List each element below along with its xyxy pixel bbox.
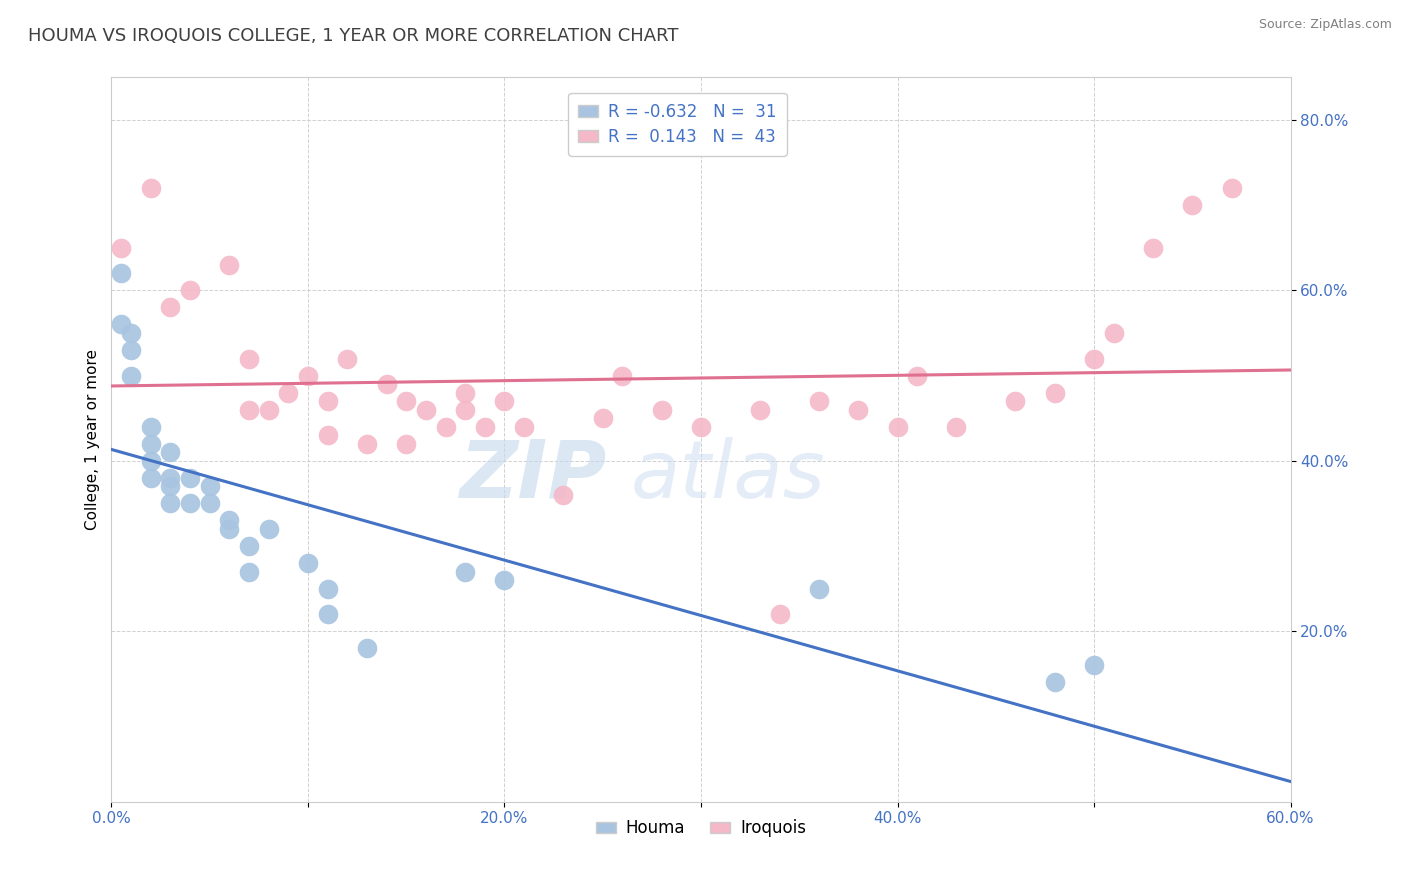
Point — [1220, 181, 1243, 195]
Point — [179, 284, 201, 298]
Point — [139, 419, 162, 434]
Point — [474, 419, 496, 434]
Point — [179, 471, 201, 485]
Point — [1181, 198, 1204, 212]
Point — [238, 402, 260, 417]
Point — [415, 402, 437, 417]
Point — [179, 496, 201, 510]
Point — [1004, 394, 1026, 409]
Point — [297, 368, 319, 383]
Point — [768, 607, 790, 622]
Text: Source: ZipAtlas.com: Source: ZipAtlas.com — [1258, 18, 1392, 31]
Point — [807, 582, 830, 596]
Point — [110, 241, 132, 255]
Point — [494, 394, 516, 409]
Point — [159, 445, 181, 459]
Point — [1043, 385, 1066, 400]
Text: HOUMA VS IROQUOIS COLLEGE, 1 YEAR OR MORE CORRELATION CHART: HOUMA VS IROQUOIS COLLEGE, 1 YEAR OR MOR… — [28, 27, 679, 45]
Point — [159, 479, 181, 493]
Point — [513, 419, 536, 434]
Point — [316, 607, 339, 622]
Point — [454, 402, 477, 417]
Point — [846, 402, 869, 417]
Point — [110, 266, 132, 280]
Point — [198, 479, 221, 493]
Point — [218, 522, 240, 536]
Point — [120, 368, 142, 383]
Point — [316, 394, 339, 409]
Text: atlas: atlas — [630, 437, 825, 515]
Point — [139, 436, 162, 450]
Point — [238, 539, 260, 553]
Point — [905, 368, 928, 383]
Point — [454, 385, 477, 400]
Point — [356, 436, 378, 450]
Point — [218, 513, 240, 527]
Point — [886, 419, 908, 434]
Point — [110, 318, 132, 332]
Point — [375, 377, 398, 392]
Y-axis label: College, 1 year or more: College, 1 year or more — [86, 349, 100, 530]
Point — [257, 402, 280, 417]
Point — [159, 301, 181, 315]
Point — [297, 556, 319, 570]
Point — [434, 419, 457, 434]
Point — [139, 454, 162, 468]
Point — [494, 573, 516, 587]
Point — [1102, 326, 1125, 340]
Point — [139, 471, 162, 485]
Point — [139, 181, 162, 195]
Point — [553, 488, 575, 502]
Point — [238, 351, 260, 366]
Point — [807, 394, 830, 409]
Text: ZIP: ZIP — [460, 437, 606, 515]
Point — [316, 582, 339, 596]
Point — [612, 368, 634, 383]
Point — [1043, 675, 1066, 690]
Point — [395, 394, 418, 409]
Point — [651, 402, 673, 417]
Point — [1142, 241, 1164, 255]
Point — [277, 385, 299, 400]
Point — [945, 419, 967, 434]
Point — [218, 258, 240, 272]
Point — [120, 326, 142, 340]
Point — [238, 565, 260, 579]
Legend: Houma, Iroquois: Houma, Iroquois — [589, 813, 813, 844]
Point — [120, 343, 142, 357]
Point — [690, 419, 713, 434]
Point — [316, 428, 339, 442]
Point — [159, 496, 181, 510]
Point — [356, 641, 378, 656]
Point — [592, 411, 614, 425]
Point — [1083, 658, 1105, 673]
Point — [159, 471, 181, 485]
Point — [198, 496, 221, 510]
Point — [395, 436, 418, 450]
Point — [749, 402, 772, 417]
Point — [336, 351, 359, 366]
Point — [257, 522, 280, 536]
Point — [454, 565, 477, 579]
Point — [1083, 351, 1105, 366]
